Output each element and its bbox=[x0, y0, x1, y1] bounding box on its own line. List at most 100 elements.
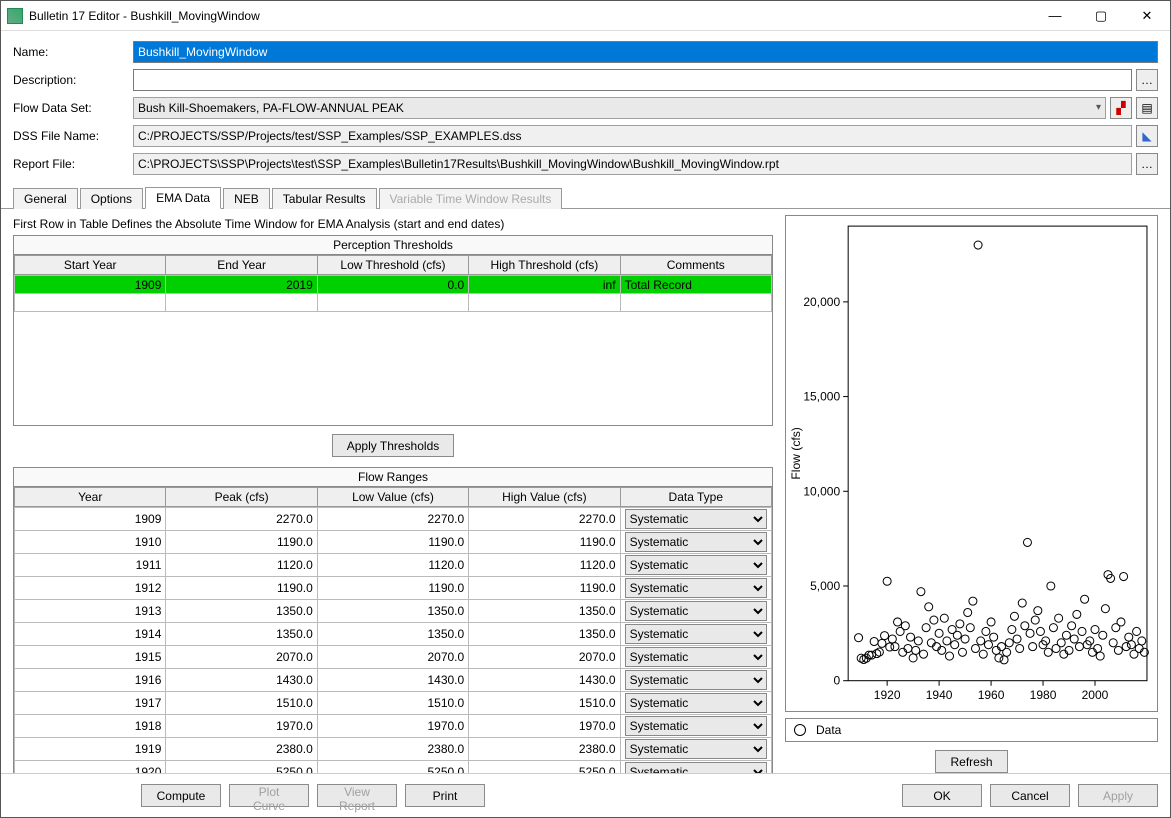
flow-cell[interactable]: 5250.0 bbox=[469, 761, 620, 774]
flow-cell[interactable]: 1912 bbox=[15, 577, 166, 600]
data-type-select[interactable]: Systematic bbox=[625, 555, 767, 575]
view-report-button[interactable]: View Report bbox=[317, 784, 397, 807]
tab-general[interactable]: General bbox=[13, 188, 78, 209]
data-type-select[interactable]: Systematic bbox=[625, 716, 767, 736]
flow-cell[interactable]: 1970.0 bbox=[166, 715, 317, 738]
plot-curve-button[interactable]: Plot Curve bbox=[229, 784, 309, 807]
flow-row[interactable]: 19111120.01120.01120.0Systematic bbox=[15, 554, 772, 577]
flow-cell[interactable]: 1914 bbox=[15, 623, 166, 646]
flow-cell[interactable]: 1190.0 bbox=[166, 531, 317, 554]
flow-cell[interactable]: 1909 bbox=[15, 508, 166, 531]
flow-cell[interactable]: 1913 bbox=[15, 600, 166, 623]
data-type-select[interactable]: Systematic bbox=[625, 509, 767, 529]
data-type-select[interactable]: Systematic bbox=[625, 601, 767, 621]
flow-row[interactable]: 19171510.01510.01510.0Systematic bbox=[15, 692, 772, 715]
tab-neb[interactable]: NEB bbox=[223, 188, 270, 209]
ok-button[interactable]: OK bbox=[902, 784, 982, 807]
flow-cell-type[interactable]: Systematic bbox=[620, 669, 771, 692]
perception-cell[interactable]: 0.0 bbox=[317, 276, 468, 294]
minimize-button[interactable]: — bbox=[1032, 1, 1078, 30]
flow-cell[interactable]: 2070.0 bbox=[317, 646, 468, 669]
apply-button[interactable]: Apply bbox=[1078, 784, 1158, 807]
close-button[interactable]: ✕ bbox=[1124, 1, 1170, 30]
flow-cell[interactable]: 2270.0 bbox=[317, 508, 468, 531]
perception-cell[interactable] bbox=[620, 294, 771, 312]
data-type-select[interactable]: Systematic bbox=[625, 762, 767, 773]
flow-row[interactable]: 19121190.01190.01190.0Systematic bbox=[15, 577, 772, 600]
flow-cell-type[interactable]: Systematic bbox=[620, 508, 771, 531]
flow-cell-type[interactable]: Systematic bbox=[620, 646, 771, 669]
flow-cell[interactable]: 1510.0 bbox=[317, 692, 468, 715]
flowdataset-plot-icon[interactable]: ▞ bbox=[1110, 97, 1132, 119]
flow-cell-type[interactable]: Systematic bbox=[620, 577, 771, 600]
tab-tabular-results[interactable]: Tabular Results bbox=[272, 188, 377, 209]
maximize-button[interactable]: ▢ bbox=[1078, 1, 1124, 30]
apply-thresholds-button[interactable]: Apply Thresholds bbox=[332, 434, 455, 457]
flow-cell-type[interactable]: Systematic bbox=[620, 761, 771, 774]
flowdataset-table-icon[interactable]: ▤ bbox=[1136, 97, 1158, 119]
data-type-select[interactable]: Systematic bbox=[625, 624, 767, 644]
refresh-button[interactable]: Refresh bbox=[935, 750, 1007, 773]
data-type-select[interactable]: Systematic bbox=[625, 578, 767, 598]
perception-cell[interactable]: 2019 bbox=[166, 276, 317, 294]
flow-cell[interactable]: 1916 bbox=[15, 669, 166, 692]
flow-cell[interactable]: 1350.0 bbox=[317, 623, 468, 646]
flow-cell[interactable]: 1430.0 bbox=[317, 669, 468, 692]
perception-cell[interactable] bbox=[15, 294, 166, 312]
flow-cell[interactable]: 1190.0 bbox=[317, 577, 468, 600]
flow-row[interactable]: 19141350.01350.01350.0Systematic bbox=[15, 623, 772, 646]
flow-cell[interactable]: 1430.0 bbox=[469, 669, 620, 692]
data-type-select[interactable]: Systematic bbox=[625, 670, 767, 690]
flow-cell[interactable]: 1350.0 bbox=[317, 600, 468, 623]
flow-cell[interactable]: 2380.0 bbox=[469, 738, 620, 761]
flow-cell[interactable]: 1917 bbox=[15, 692, 166, 715]
flow-cell[interactable]: 2380.0 bbox=[166, 738, 317, 761]
data-type-select[interactable]: Systematic bbox=[625, 693, 767, 713]
description-input[interactable] bbox=[133, 69, 1132, 91]
flow-cell[interactable]: 1918 bbox=[15, 715, 166, 738]
flow-cell[interactable]: 5250.0 bbox=[317, 761, 468, 774]
flow-row[interactable]: 19205250.05250.05250.0Systematic bbox=[15, 761, 772, 774]
flow-cell[interactable]: 1190.0 bbox=[469, 577, 620, 600]
flow-cell-type[interactable]: Systematic bbox=[620, 692, 771, 715]
perception-cell[interactable]: Total Record bbox=[620, 276, 771, 294]
perception-cell[interactable] bbox=[317, 294, 468, 312]
flow-cell[interactable]: 1911 bbox=[15, 554, 166, 577]
perception-cell[interactable]: 1909 bbox=[15, 276, 166, 294]
name-input[interactable] bbox=[133, 41, 1158, 63]
description-browse-button[interactable]: … bbox=[1136, 69, 1158, 91]
flow-cell[interactable]: 1350.0 bbox=[166, 623, 317, 646]
perception-cell[interactable]: inf bbox=[469, 276, 620, 294]
flow-cell[interactable]: 1430.0 bbox=[166, 669, 317, 692]
perception-cell[interactable] bbox=[166, 294, 317, 312]
flow-cell[interactable]: 2270.0 bbox=[166, 508, 317, 531]
flow-cell-type[interactable]: Systematic bbox=[620, 623, 771, 646]
flow-cell[interactable]: 1190.0 bbox=[469, 531, 620, 554]
flow-cell[interactable]: 1970.0 bbox=[317, 715, 468, 738]
flow-cell[interactable]: 5250.0 bbox=[166, 761, 317, 774]
data-type-select[interactable]: Systematic bbox=[625, 739, 767, 759]
perception-row[interactable]: 190920190.0infTotal Record bbox=[15, 276, 772, 294]
flow-row[interactable]: 19161430.01430.01430.0Systematic bbox=[15, 669, 772, 692]
reportfile-browse-button[interactable]: … bbox=[1136, 153, 1158, 175]
flow-row[interactable]: 19092270.02270.02270.0Systematic bbox=[15, 508, 772, 531]
flow-row[interactable]: 19101190.01190.01190.0Systematic bbox=[15, 531, 772, 554]
compute-button[interactable]: Compute bbox=[141, 784, 221, 807]
flow-cell[interactable]: 1350.0 bbox=[469, 623, 620, 646]
flow-row[interactable]: 19181970.01970.01970.0Systematic bbox=[15, 715, 772, 738]
tab-options[interactable]: Options bbox=[80, 188, 143, 209]
flow-cell[interactable]: 2270.0 bbox=[469, 508, 620, 531]
flow-row[interactable]: 19152070.02070.02070.0Systematic bbox=[15, 646, 772, 669]
flow-cell[interactable]: 1350.0 bbox=[469, 600, 620, 623]
flow-cell[interactable]: 1350.0 bbox=[166, 600, 317, 623]
flow-cell[interactable]: 1190.0 bbox=[166, 577, 317, 600]
flow-cell[interactable]: 1915 bbox=[15, 646, 166, 669]
data-type-select[interactable]: Systematic bbox=[625, 647, 767, 667]
flow-cell[interactable]: 1970.0 bbox=[469, 715, 620, 738]
flow-cell[interactable]: 1510.0 bbox=[469, 692, 620, 715]
perception-row[interactable] bbox=[15, 294, 772, 312]
flowdataset-select[interactable]: Bush Kill-Shoemakers, PA-FLOW-ANNUAL PEA… bbox=[133, 97, 1106, 119]
flow-cell[interactable]: 1919 bbox=[15, 738, 166, 761]
flow-cell[interactable]: 1190.0 bbox=[317, 531, 468, 554]
flow-cell[interactable]: 1910 bbox=[15, 531, 166, 554]
